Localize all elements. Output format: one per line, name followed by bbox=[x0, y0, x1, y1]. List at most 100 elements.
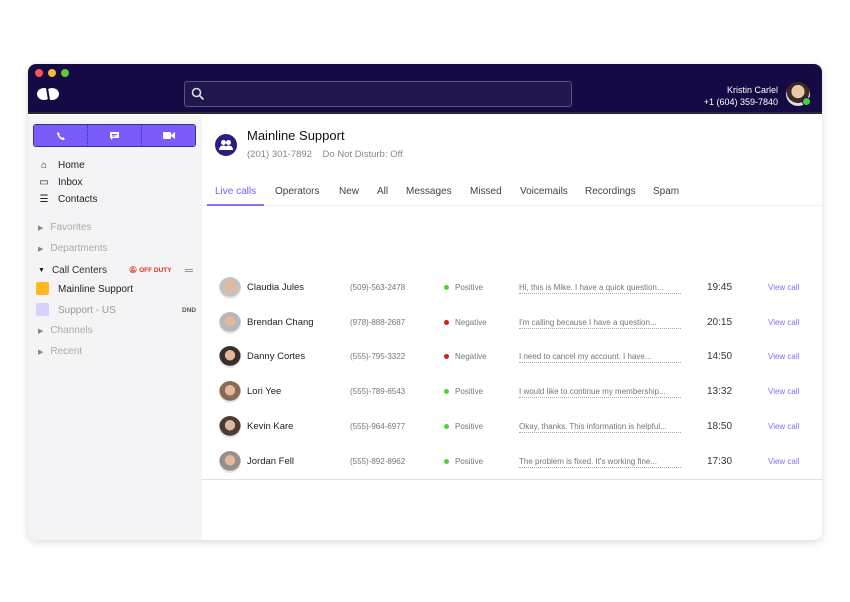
caller-avatar bbox=[219, 381, 241, 404]
message-icon bbox=[110, 131, 119, 140]
call-duration: 17:30 bbox=[707, 455, 733, 467]
maximize-window-button[interactable] bbox=[61, 69, 69, 77]
caller-phone: (555)-892-8962 bbox=[350, 456, 406, 466]
user-phone: +1 (604) 359-7840 bbox=[703, 97, 778, 107]
table-row[interactable]: Lori Yee (555)-789-6543 Positive I would… bbox=[202, 375, 822, 410]
tab-missed[interactable]: Missed bbox=[470, 186, 502, 197]
view-call-link[interactable]: View call bbox=[768, 387, 800, 397]
user-name: Kristin Carlel bbox=[726, 85, 778, 95]
view-call-link[interactable]: View call bbox=[768, 421, 800, 431]
mainline-support-color bbox=[36, 282, 49, 295]
section-departments[interactable]: ▶ Departments bbox=[38, 243, 108, 254]
sentiment-dot-icon bbox=[444, 354, 449, 360]
transcript-preview[interactable]: I need to cancel my account. I have... bbox=[519, 352, 681, 364]
sentiment-label: Positive bbox=[455, 387, 484, 397]
video-button[interactable] bbox=[142, 125, 195, 146]
section-label: Departments bbox=[50, 243, 108, 254]
dnd-status[interactable]: Do Not Disturb: Off bbox=[322, 149, 403, 160]
caller-phone: (509)-563-2478 bbox=[350, 283, 406, 292]
off-duty-label: OFF DUTY bbox=[139, 267, 172, 274]
tab-new[interactable]: New bbox=[339, 186, 360, 197]
transcript-preview[interactable]: Hi, this is Mike. I have a quick questio… bbox=[519, 283, 681, 294]
sentiment-dot-icon bbox=[444, 423, 449, 429]
section-channels[interactable]: ▶ Channels bbox=[38, 325, 93, 336]
view-call-link[interactable]: View call bbox=[768, 352, 800, 362]
message-button[interactable] bbox=[88, 125, 142, 146]
app-window: Kristin Carlel +1 (604) 359-7840 ⌂ Home ▭ I… bbox=[28, 64, 822, 540]
app-logo-icon bbox=[37, 87, 59, 101]
chevron-down-icon: ▼ bbox=[38, 267, 45, 274]
call-duration: 14:50 bbox=[707, 351, 733, 363]
sentiment-dot-icon bbox=[444, 389, 449, 395]
sentiment-label: Negative bbox=[455, 352, 487, 362]
home-icon: ⌂ bbox=[40, 160, 48, 171]
table-row[interactable]: Brendan Chang (978)-888-2687 Negative I'… bbox=[202, 306, 822, 341]
menu-icon[interactable] bbox=[185, 269, 193, 272]
table-row[interactable]: Kevin Kare (555)-964-6977 Positive Okay,… bbox=[202, 410, 822, 445]
nav-inbox[interactable]: ▭ Inbox bbox=[38, 177, 82, 188]
nav-label: Inbox bbox=[58, 177, 83, 188]
table-row[interactable]: Danny Cortes (555)-795-3322 Negative I n… bbox=[202, 340, 822, 375]
search-input[interactable] bbox=[184, 81, 572, 107]
call-center-mainline-support[interactable]: Mainline Support bbox=[58, 284, 134, 295]
sentiment-label: Positive bbox=[455, 421, 484, 431]
nav-home[interactable]: ⌂ Home bbox=[38, 160, 85, 171]
transcript-preview[interactable]: The problem is fixed. It's working fine.… bbox=[519, 457, 681, 468]
sentiment-label: Negative bbox=[455, 317, 487, 327]
table-divider bbox=[202, 479, 822, 480]
group-icon bbox=[215, 134, 237, 156]
caller-phone: (555)-795-3322 bbox=[350, 352, 406, 362]
tab-bar: Live calls Operators New All Messages Mi… bbox=[202, 184, 822, 206]
transcript-preview[interactable]: I would like to continue my membership..… bbox=[519, 387, 681, 399]
page-subtitle: (201) 301-7892 Do Not Disturb: Off bbox=[247, 149, 403, 160]
chevron-right-icon: ▶ bbox=[38, 245, 44, 253]
tab-operators[interactable]: Operators bbox=[275, 186, 320, 197]
call-center-support-us[interactable]: Support - US bbox=[58, 305, 116, 316]
tab-messages[interactable]: Messages bbox=[406, 186, 452, 197]
chevron-right-icon: ▶ bbox=[38, 224, 44, 232]
tab-spam[interactable]: Spam bbox=[653, 186, 680, 197]
call-duration: 13:32 bbox=[707, 386, 733, 398]
sentiment-dot-icon bbox=[444, 458, 449, 464]
caller-avatar bbox=[219, 346, 241, 369]
section-favorites[interactable]: ▶ Favorites bbox=[38, 222, 92, 233]
caller-avatar bbox=[219, 450, 241, 473]
section-call-centers[interactable]: ▼ Call Centers bbox=[38, 265, 107, 276]
title-bar: Kristin Carlel +1 (604) 359-7840 bbox=[28, 64, 822, 114]
tab-live-calls[interactable]: Live calls bbox=[215, 186, 257, 197]
close-window-button[interactable] bbox=[35, 69, 43, 77]
sentiment-label: Positive bbox=[455, 456, 484, 466]
sidebar: ⌂ Home ▭ Inbox ☰ Contacts ▶ Favorites ▶ Depar… bbox=[28, 116, 202, 540]
section-recent[interactable]: ▶ Recent bbox=[38, 346, 82, 357]
caller-name: Jordan Fell bbox=[247, 455, 294, 467]
caller-name: Brendan Chang bbox=[247, 316, 314, 328]
off-duty-badge[interactable]: 🔕︎ OFF DUTY bbox=[129, 266, 172, 274]
caller-name: Lori Yee bbox=[247, 386, 282, 398]
call-button[interactable] bbox=[34, 125, 88, 146]
sentiment-dot-icon bbox=[444, 285, 449, 290]
transcript-preview[interactable]: Okay, thanks. This information is helpfu… bbox=[519, 422, 681, 433]
view-call-link[interactable]: View call bbox=[768, 283, 800, 292]
tab-voicemails[interactable]: Voicemails bbox=[520, 186, 568, 197]
transcript-preview[interactable]: I'm calling because I have a question... bbox=[519, 318, 681, 329]
bell-off-icon: 🔕︎ bbox=[129, 267, 138, 274]
inbox-icon: ▭ bbox=[39, 177, 49, 188]
minimize-window-button[interactable] bbox=[48, 69, 56, 77]
section-label: Call Centers bbox=[51, 265, 107, 276]
table-row[interactable]: Claudia Jules (509)-563-2478 Positive Hi… bbox=[202, 271, 822, 306]
tab-all[interactable]: All bbox=[377, 186, 389, 197]
nav-contacts[interactable]: ☰ Contacts bbox=[38, 194, 98, 205]
caller-name: Kevin Kare bbox=[247, 420, 294, 432]
user-info[interactable]: Kristin Carlel +1 (604) 359-7840 bbox=[704, 84, 778, 108]
view-call-link[interactable]: View call bbox=[768, 317, 800, 327]
section-label: Recent bbox=[50, 346, 83, 357]
tab-recordings[interactable]: Recordings bbox=[585, 186, 636, 197]
view-call-link[interactable]: View call bbox=[768, 456, 800, 466]
table-row[interactable]: Jordan Fell (555)-892-8962 Positive The … bbox=[202, 445, 822, 480]
call-duration: 18:50 bbox=[707, 420, 733, 432]
nav-label: Contacts bbox=[58, 194, 98, 205]
section-label: Favorites bbox=[50, 222, 92, 233]
caller-avatar bbox=[219, 277, 241, 299]
online-status-indicator bbox=[802, 97, 811, 106]
caller-phone: (555)-964-6977 bbox=[350, 421, 406, 431]
